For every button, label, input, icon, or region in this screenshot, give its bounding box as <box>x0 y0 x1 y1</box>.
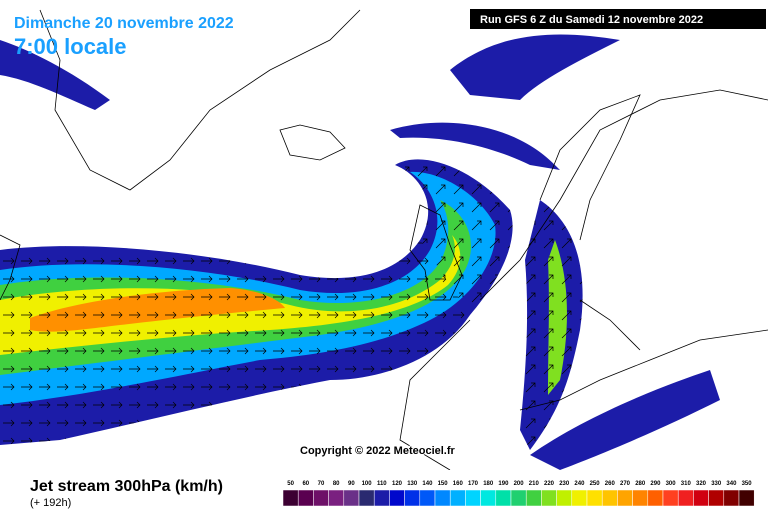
legend-swatch <box>434 489 451 507</box>
legend-label: 290 <box>650 481 661 487</box>
coastline-scandinavia <box>539 94 641 241</box>
legend-label: 170 <box>468 481 479 487</box>
legend-label: 260 <box>605 481 616 487</box>
legend-label: 330 <box>711 481 722 487</box>
legend-label: 110 <box>377 481 387 487</box>
map <box>0 9 768 471</box>
legend-label: 230 <box>559 481 570 487</box>
coastline-greenland <box>39 9 361 191</box>
color-legend: 50 60 70 80 90 100 110 120 130 140 150 160 170 180 190… <box>282 481 755 507</box>
legend-label: 160 <box>453 481 464 487</box>
legend-swatch <box>373 489 390 507</box>
legend-swatch <box>282 489 299 507</box>
legend-label: 220 <box>544 481 555 487</box>
coastline-iceland <box>279 124 346 161</box>
legend-swatch <box>297 489 314 507</box>
legend-label: 350 <box>742 481 753 487</box>
jet-arctic <box>390 122 560 170</box>
legend-swatch <box>328 489 345 507</box>
legend-label: 120 <box>392 481 403 487</box>
legend-swatch <box>601 489 618 507</box>
legend-swatch <box>708 489 725 507</box>
legend-label: 210 <box>529 481 540 487</box>
footer-title: Jet stream 300hPa (km/h) <box>30 478 223 495</box>
legend-label: 300 <box>666 481 677 487</box>
legend-label: 310 <box>681 481 692 487</box>
forecast-time: 7:00 locale <box>14 34 127 59</box>
legend-swatch <box>632 489 649 507</box>
coastline-mediterranean <box>519 299 768 411</box>
legend-swatch <box>465 489 481 507</box>
coastline-america <box>0 234 21 301</box>
legend-swatch <box>723 489 740 507</box>
legend-swatch <box>343 489 360 507</box>
legend-label: 320 <box>696 481 707 487</box>
legend-label: 50 <box>287 481 294 487</box>
legend-label: 60 <box>302 481 309 487</box>
legend-label: 250 <box>590 481 601 487</box>
jet-greenland <box>0 40 110 110</box>
legend-swatch <box>541 489 557 507</box>
legend-swatch <box>647 489 664 507</box>
legend-swatch <box>313 489 329 507</box>
wind-arrows <box>520 200 583 450</box>
wind-arrows <box>395 159 513 315</box>
legend-swatch <box>419 489 436 507</box>
legend-label: 100 <box>362 481 373 487</box>
copyright: Copyright © 2022 Meteociel.fr <box>300 445 456 457</box>
forecast-date: Dimanche 20 novembre 2022 <box>14 15 234 32</box>
legend-label: 240 <box>574 481 585 487</box>
legend-label: 340 <box>726 481 737 487</box>
legend-swatch <box>449 489 466 507</box>
legend-swatch <box>677 489 694 507</box>
legend-label: 200 <box>514 481 525 487</box>
legend-label: 90 <box>348 481 355 487</box>
legend-swatch <box>617 489 633 507</box>
jet-southeast <box>530 370 720 470</box>
legend-label: 80 <box>333 481 340 487</box>
legend-swatch <box>389 489 405 507</box>
legend-swatch <box>586 489 603 507</box>
legend-label: 130 <box>407 481 418 487</box>
run-info: Run GFS 6 Z du Samedi 12 novembre 2022 <box>480 14 703 26</box>
legend-swatch <box>495 489 512 507</box>
legend-label: 270 <box>620 481 631 487</box>
legend-swatch <box>556 489 573 507</box>
footer-lead: (+ 192h) <box>30 497 71 509</box>
legend-swatch <box>571 489 588 507</box>
legend-swatch <box>525 489 542 507</box>
legend-swatch <box>738 489 755 507</box>
legend-label: 180 <box>483 481 494 487</box>
legend-swatch <box>358 489 375 507</box>
jet-north <box>450 34 620 101</box>
legend-swatch <box>662 489 679 507</box>
legend-label: 140 <box>422 481 433 487</box>
coastline-europe <box>399 89 768 471</box>
legend-label: 70 <box>318 481 325 487</box>
legend-swatch <box>404 489 421 507</box>
legend-swatch <box>480 489 497 507</box>
legend-label: 280 <box>635 481 646 487</box>
legend-label: 190 <box>498 481 509 487</box>
coastline-britain <box>409 204 463 301</box>
legend-swatch <box>510 489 527 507</box>
run-box <box>470 9 766 29</box>
legend-swatch <box>693 489 709 507</box>
wind-arrows <box>0 240 470 445</box>
legend-label: 150 <box>438 481 449 487</box>
